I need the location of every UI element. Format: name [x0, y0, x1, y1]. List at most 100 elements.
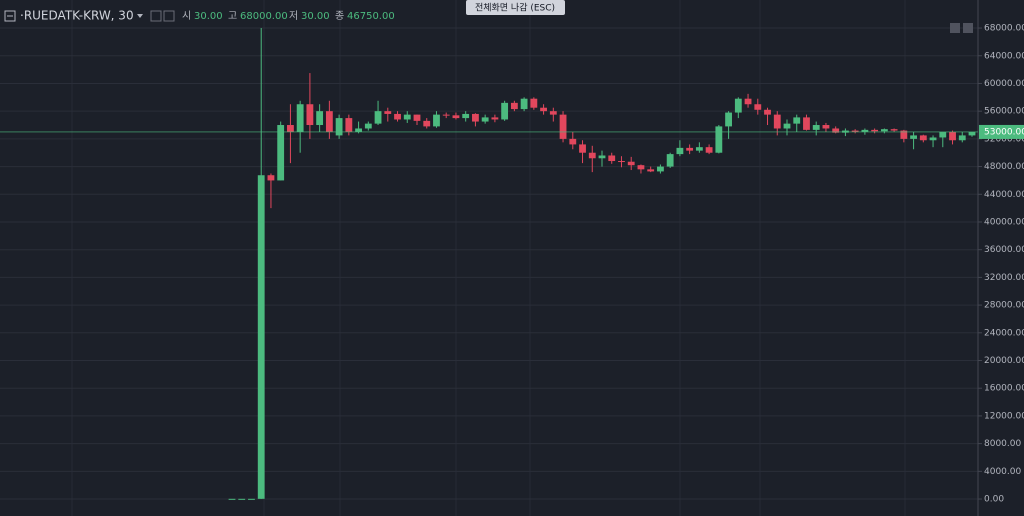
y-tick-label: 60000.00: [984, 79, 1024, 89]
candle-body: [695, 147, 703, 151]
candle-body: [793, 117, 801, 124]
candle-body: [316, 111, 324, 126]
candle-body: [949, 131, 956, 141]
y-tick-label: 64000.00: [984, 51, 1024, 61]
y-tick-label: 24000.00: [984, 328, 1024, 338]
dropdown-arrow[interactable]: [137, 14, 143, 18]
candle-body: [705, 147, 713, 153]
y-tick-label: 48000.00: [984, 162, 1024, 172]
candle-body: [452, 115, 460, 119]
candle-body: [423, 120, 431, 127]
candle-body: [657, 166, 664, 172]
close-key: 종: [335, 10, 344, 22]
hide-icon[interactable]: [163, 10, 175, 22]
candle-body: [442, 114, 450, 116]
candle-body: [569, 138, 577, 145]
candle-body: [880, 129, 888, 132]
tooltip-box: [466, 0, 565, 15]
candle-body: [559, 114, 567, 139]
close-value: 46750.00: [347, 11, 395, 22]
candle-body: [754, 104, 762, 110]
candle-body: [598, 155, 606, 159]
high-value: 68000.00: [240, 11, 288, 22]
candle-body: [666, 154, 674, 167]
candle-body: [764, 109, 771, 115]
candle-body: [588, 152, 596, 159]
candle-body: [510, 102, 518, 110]
candle-body: [842, 130, 849, 133]
candle-body: [384, 111, 392, 114]
candle-body: [491, 117, 499, 120]
candle-body: [773, 114, 781, 129]
candle-body: [413, 114, 421, 121]
candle-body: [676, 147, 684, 155]
candle-body: [325, 111, 333, 132]
candle-body: [248, 498, 255, 500]
y-tick-label: 16000.00: [984, 384, 1024, 394]
candle-body: [725, 112, 732, 127]
candle-body: [481, 117, 489, 122]
candle-body: [618, 161, 625, 163]
candle-body: [228, 498, 236, 500]
candle-body: [267, 175, 275, 181]
y-tick-label: 44000.00: [984, 190, 1024, 200]
candle-body: [900, 130, 908, 139]
candle-body: [238, 498, 246, 500]
candle-body: [608, 155, 616, 162]
candle-body: [822, 125, 830, 129]
candle-body: [549, 111, 557, 115]
info-icon[interactable]: [963, 23, 973, 33]
y-tick-label: 52000.00: [984, 134, 1024, 144]
candle-body: [403, 114, 411, 120]
candle-body: [647, 169, 655, 172]
candle-body: [812, 125, 820, 130]
open-value: 30.00: [194, 11, 223, 22]
last-price-box: [979, 124, 1024, 139]
candle-body: [579, 144, 586, 153]
candle-body: [627, 161, 635, 166]
y-tick-label: 12000.00: [984, 411, 1024, 421]
candle-body: [734, 98, 742, 113]
candle-body: [871, 129, 879, 132]
y-tick-label: 68000.00: [984, 24, 1024, 34]
grid: [0, 0, 978, 516]
candle-body: [851, 130, 859, 132]
candle-body: [530, 98, 538, 108]
candle-body: [540, 107, 547, 112]
high-key: 고: [228, 11, 237, 22]
candle-body: [861, 129, 869, 132]
y-tick-label: 40000.00: [984, 217, 1024, 227]
info-icon[interactable]: [950, 23, 960, 33]
marks: [0, 28, 978, 500]
tooltip: 전체화면 나감 (ESC): [475, 2, 555, 14]
open-key: 시: [182, 10, 191, 22]
candle-body: [803, 117, 810, 130]
candle-body: [744, 98, 752, 105]
y-tick-label: 0.00: [984, 495, 1004, 505]
y-tick-label: 4000.00: [984, 467, 1021, 477]
candle-body: [335, 118, 343, 136]
candle-body: [783, 123, 791, 129]
candle-body: [929, 137, 937, 141]
candle-body: [355, 128, 362, 132]
candle-body: [968, 131, 976, 136]
y-tick-label: 36000.00: [984, 245, 1024, 255]
y-tick-label: 8000.00: [984, 439, 1021, 449]
y-tick-label: 20000.00: [984, 356, 1024, 366]
symbol: ·RUEDATK-KRW, 30: [20, 9, 134, 23]
candle-body: [433, 114, 440, 127]
collapse-icon[interactable]: [4, 10, 16, 22]
last-price-label: 53000.00: [984, 127, 1024, 137]
settings-icon[interactable]: [150, 10, 162, 22]
candle-body: [890, 129, 898, 131]
candle-body: [501, 102, 509, 120]
candle-body: [637, 165, 645, 170]
candle-body: [715, 126, 723, 153]
candle-body: [374, 111, 382, 124]
candle-body: [472, 113, 479, 122]
candle-body: [277, 125, 285, 181]
candle-body: [939, 131, 947, 138]
candle-body: [462, 113, 470, 119]
